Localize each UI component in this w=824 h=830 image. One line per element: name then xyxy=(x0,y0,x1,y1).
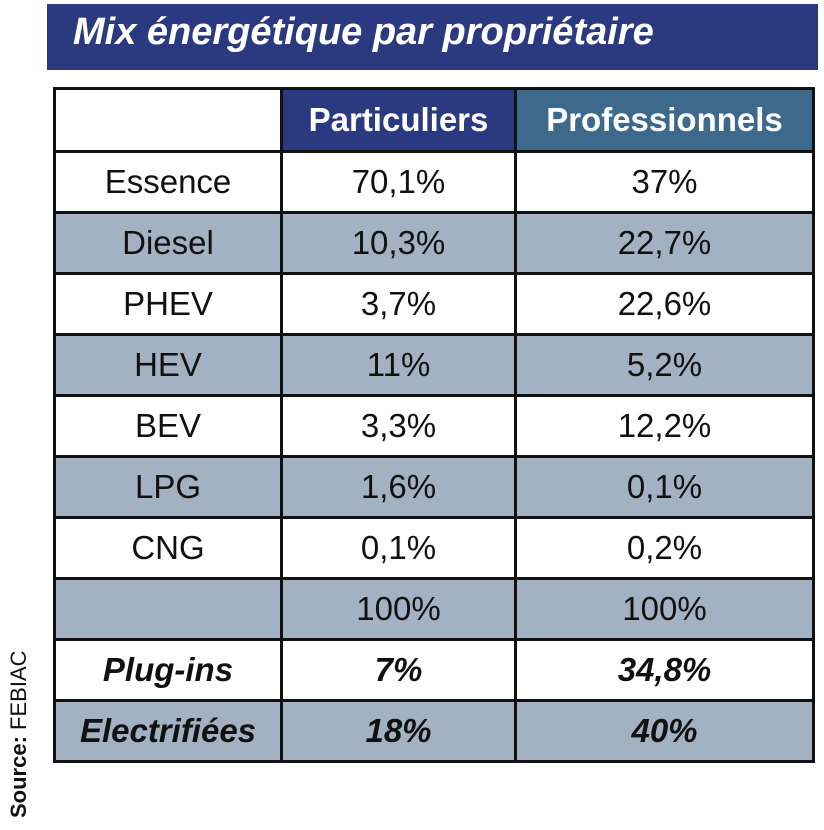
energy-mix-table: Particuliers Professionnels Essence 70,1%… xyxy=(53,87,815,763)
header-particuliers: Particuliers xyxy=(280,87,517,153)
cell-particuliers: 11% xyxy=(280,333,517,397)
source-note: Source: FEBIAC xyxy=(6,650,32,818)
cell-particuliers: 10,3% xyxy=(280,211,517,275)
row-label: CNG xyxy=(53,516,283,580)
row-label: Plug-ins xyxy=(53,638,283,702)
table-row: LPG 1,6% 0,1% xyxy=(53,455,815,519)
cell-professionnels: 34,8% xyxy=(514,638,815,702)
table-row: HEV 11% 5,2% xyxy=(53,333,815,397)
cell-professionnels: 22,6% xyxy=(514,272,815,336)
table-row: Diesel 10,3% 22,7% xyxy=(53,211,815,275)
cell-particuliers: 100% xyxy=(280,577,517,641)
header-corner xyxy=(53,87,283,153)
row-label: PHEV xyxy=(53,272,283,336)
source-name: FEBIAC xyxy=(6,650,31,730)
table-row: Plug-ins 7% 34,8% xyxy=(53,638,815,702)
table-row: Essence 70,1% 37% xyxy=(53,150,815,214)
header-professionnels: Professionnels xyxy=(514,87,815,153)
cell-particuliers: 18% xyxy=(280,699,517,763)
row-label: HEV xyxy=(53,333,283,397)
chart-title: Mix énergétique par propriétaire xyxy=(73,11,654,53)
cell-professionnels: 100% xyxy=(514,577,815,641)
table-row: CNG 0,1% 0,2% xyxy=(53,516,815,580)
row-label: Electrifiées xyxy=(53,699,283,763)
cell-particuliers: 1,6% xyxy=(280,455,517,519)
table-row: BEV 3,3% 12,2% xyxy=(53,394,815,458)
cell-professionnels: 0,1% xyxy=(514,455,815,519)
cell-particuliers: 3,7% xyxy=(280,272,517,336)
source-label: Source: xyxy=(6,736,31,818)
row-label: Essence xyxy=(53,150,283,214)
row-label: BEV xyxy=(53,394,283,458)
title-banner: Mix énergétique par propriétaire xyxy=(47,4,818,70)
cell-professionnels: 5,2% xyxy=(514,333,815,397)
cell-professionnels: 22,7% xyxy=(514,211,815,275)
cell-particuliers: 70,1% xyxy=(280,150,517,214)
header-row: Particuliers Professionnels xyxy=(53,87,815,153)
cell-professionnels: 0,2% xyxy=(514,516,815,580)
row-label: Diesel xyxy=(53,211,283,275)
cell-professionnels: 12,2% xyxy=(514,394,815,458)
cell-particuliers: 3,3% xyxy=(280,394,517,458)
cell-particuliers: 0,1% xyxy=(280,516,517,580)
cell-particuliers: 7% xyxy=(280,638,517,702)
cell-professionnels: 40% xyxy=(514,699,815,763)
row-label: LPG xyxy=(53,455,283,519)
cell-professionnels: 37% xyxy=(514,150,815,214)
row-label xyxy=(53,577,283,641)
table-row: 100% 100% xyxy=(53,577,815,641)
table-row: Electrifiées 18% 40% xyxy=(53,699,815,763)
table-row: PHEV 3,7% 22,6% xyxy=(53,272,815,336)
table-body: Essence 70,1% 37% Diesel 10,3% 22,7% PHEV 3,7% 2… xyxy=(53,150,815,763)
